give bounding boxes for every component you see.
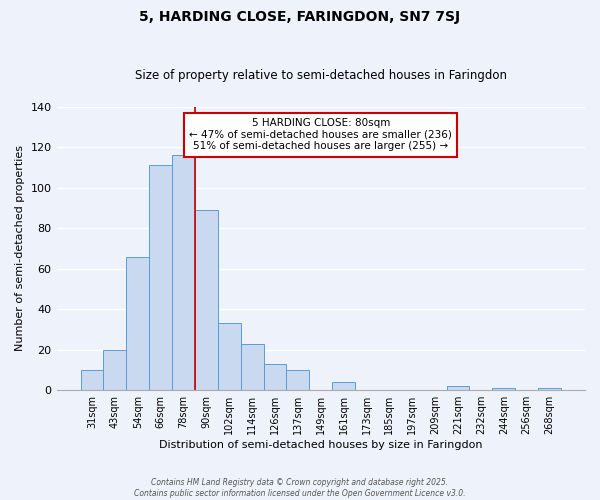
Bar xyxy=(263,364,286,390)
Bar xyxy=(103,350,127,390)
Text: 5 HARDING CLOSE: 80sqm
← 47% of semi-detached houses are smaller (236)
51% of se: 5 HARDING CLOSE: 80sqm ← 47% of semi-det… xyxy=(190,118,452,152)
Bar xyxy=(286,370,310,390)
Bar xyxy=(493,388,515,390)
Bar xyxy=(80,370,103,390)
Bar xyxy=(127,256,149,390)
Title: Size of property relative to semi-detached houses in Faringdon: Size of property relative to semi-detach… xyxy=(135,69,507,82)
Bar xyxy=(218,324,241,390)
Bar xyxy=(172,156,195,390)
Text: Contains HM Land Registry data © Crown copyright and database right 2025.
Contai: Contains HM Land Registry data © Crown c… xyxy=(134,478,466,498)
Text: 5, HARDING CLOSE, FARINGDON, SN7 7SJ: 5, HARDING CLOSE, FARINGDON, SN7 7SJ xyxy=(139,10,461,24)
Bar xyxy=(446,386,469,390)
Bar xyxy=(332,382,355,390)
Y-axis label: Number of semi-detached properties: Number of semi-detached properties xyxy=(15,146,25,352)
X-axis label: Distribution of semi-detached houses by size in Faringdon: Distribution of semi-detached houses by … xyxy=(159,440,482,450)
Bar xyxy=(195,210,218,390)
Bar xyxy=(538,388,561,390)
Bar xyxy=(241,344,263,390)
Bar xyxy=(149,166,172,390)
